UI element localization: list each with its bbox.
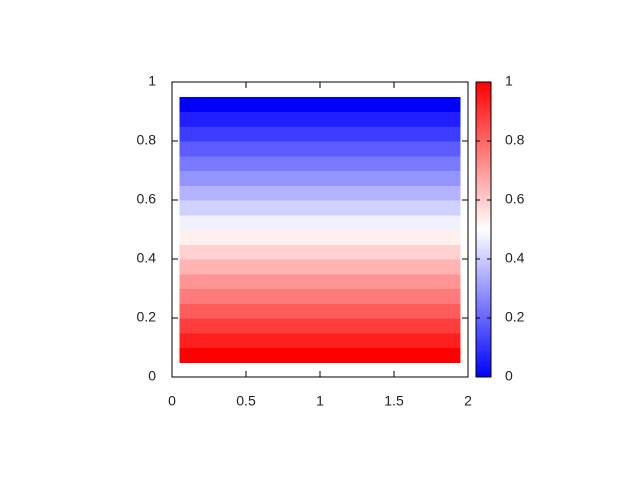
heatmap-cell	[179, 244, 461, 260]
heatmap-cell	[179, 111, 461, 127]
x-tick-label: 1	[316, 393, 324, 409]
heatmap-cell	[179, 96, 461, 112]
colorbar-tick-label: 0.4	[505, 250, 525, 266]
x-tick-label: 0	[168, 393, 176, 409]
colorbar-tick-label: 0.6	[505, 191, 525, 207]
colorbar-tick-label: 0	[505, 368, 513, 384]
x-tick-label: 2	[464, 393, 472, 409]
heatmap-cell	[179, 318, 461, 334]
heatmap-cell	[179, 288, 461, 304]
heatmap-cell	[179, 303, 461, 319]
heatmap-cell	[179, 214, 461, 230]
y-tick-label: 1	[148, 73, 156, 89]
heatmap-cell	[179, 200, 461, 216]
colorbar-tick-label: 1	[505, 73, 513, 89]
heatmap-cell	[179, 332, 461, 348]
heatmap-cell	[179, 141, 461, 157]
heatmap-cell	[179, 229, 461, 245]
heatmap-cell	[179, 185, 461, 201]
colorbar	[475, 81, 492, 378]
x-tick-label: 0.5	[236, 393, 256, 409]
y-tick-label: 0.4	[137, 250, 157, 266]
x-tick-label: 1.5	[384, 393, 404, 409]
y-tick-label: 0.6	[137, 191, 157, 207]
y-tick-label: 0	[148, 368, 156, 384]
heatmap-cell	[179, 259, 461, 275]
y-tick-label: 0.8	[137, 132, 157, 148]
heatmap-cell	[179, 155, 461, 171]
heatmap-cell	[179, 126, 461, 142]
y-tick-label: 0.2	[137, 309, 157, 325]
colorbar-tick-label: 0.8	[505, 132, 525, 148]
colorbar-tick-label: 0.2	[505, 309, 525, 325]
heatmap-cell	[179, 347, 461, 363]
heatmap-cell	[179, 273, 461, 289]
heatmap-cell	[179, 170, 461, 186]
